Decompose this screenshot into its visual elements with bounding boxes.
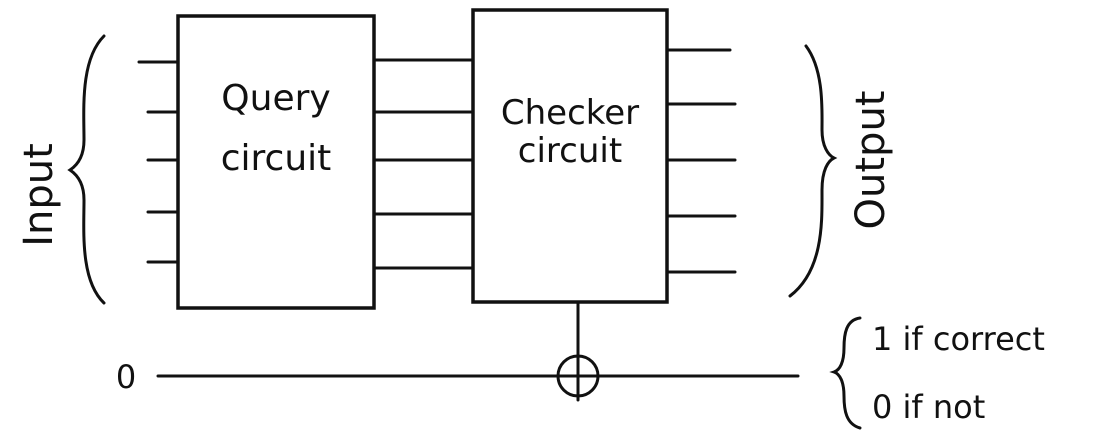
input-wires bbox=[137, 60, 180, 264]
xor-target-icon bbox=[556, 354, 600, 402]
result-brace bbox=[829, 316, 862, 430]
checker-circuit-box: Checker circuit bbox=[471, 8, 669, 304]
checker-label-line1: Checker bbox=[501, 93, 639, 133]
input-label: Input bbox=[16, 143, 62, 247]
query-circuit-box: Query circuit bbox=[176, 14, 376, 310]
middle-wires bbox=[372, 58, 475, 270]
output-brace bbox=[788, 44, 838, 298]
ancilla-initial-state: 0 bbox=[116, 358, 136, 396]
query-label-line2: circuit bbox=[221, 138, 332, 179]
checker-label-line2: circuit bbox=[518, 131, 622, 171]
result-line2: 0 if not bbox=[872, 388, 985, 426]
result-line1: 1 if correct bbox=[872, 320, 1045, 358]
output-wires bbox=[665, 48, 737, 274]
input-brace bbox=[67, 34, 106, 305]
query-label-line1: Query bbox=[221, 78, 330, 119]
output-label: Output bbox=[848, 91, 894, 230]
